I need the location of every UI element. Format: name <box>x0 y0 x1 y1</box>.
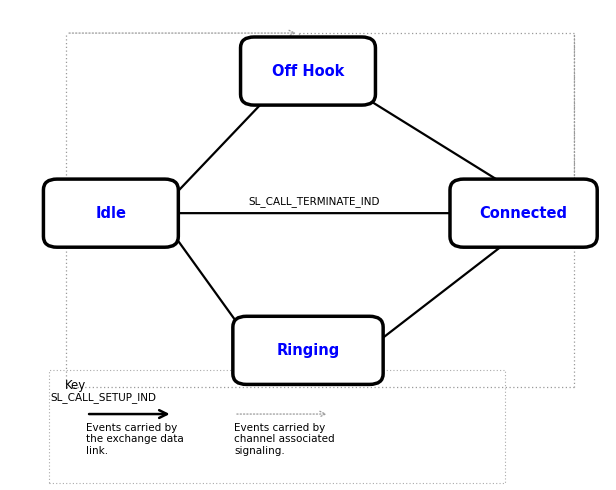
Text: Off Hook: Off Hook <box>272 64 344 78</box>
Text: Idle: Idle <box>95 206 126 220</box>
Text: Key: Key <box>65 379 86 392</box>
Text: Events carried by
the exchange data
link.: Events carried by the exchange data link… <box>86 423 184 456</box>
Text: Connected: Connected <box>480 206 567 220</box>
FancyBboxPatch shape <box>49 370 505 483</box>
Text: Ringing: Ringing <box>277 343 339 358</box>
FancyBboxPatch shape <box>233 317 383 384</box>
Text: SL_CALL_TERMINATE_IND: SL_CALL_TERMINATE_IND <box>248 196 380 207</box>
FancyBboxPatch shape <box>43 179 179 247</box>
FancyBboxPatch shape <box>240 37 375 105</box>
Text: Events carried by
channel associated
signaling.: Events carried by channel associated sig… <box>234 423 334 456</box>
Text: SL_CALL_SETUP_IND: SL_CALL_SETUP_IND <box>51 392 157 403</box>
FancyBboxPatch shape <box>450 179 598 247</box>
